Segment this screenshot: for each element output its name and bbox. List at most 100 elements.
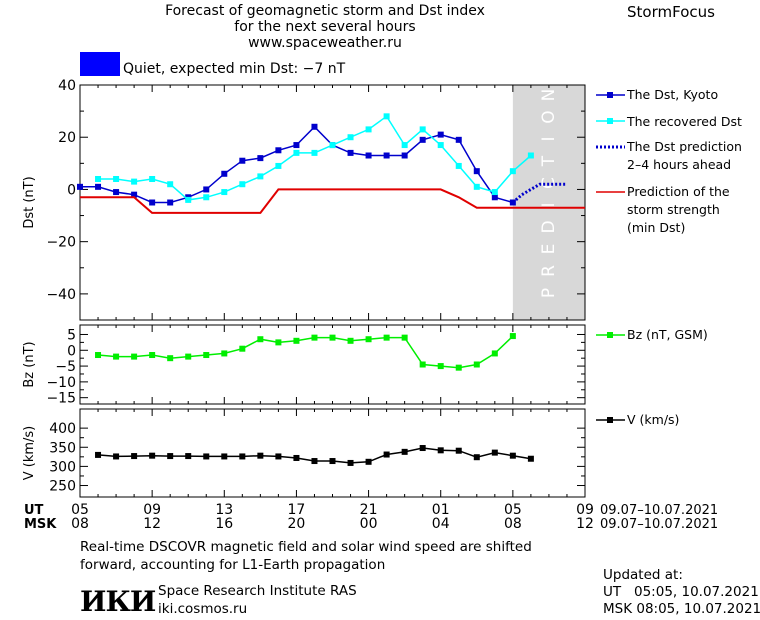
- data-point-bz: [419, 361, 426, 368]
- panel-frame: [79, 408, 586, 498]
- data-point-v: [239, 453, 246, 460]
- ut-tick-label: 01: [432, 502, 450, 518]
- msk-axis-label: MSK: [24, 517, 57, 532]
- data-point-dst_kyoto: [401, 152, 408, 159]
- y-axis-label: Bz (nT): [22, 341, 37, 387]
- ut-tick-label: 05: [71, 502, 89, 518]
- y-tick-label: 300: [49, 459, 76, 475]
- ut-date-range: 09.07–10.07.2021: [600, 503, 718, 518]
- data-point-v: [437, 447, 444, 454]
- ut-tick-label: 21: [360, 502, 378, 518]
- ut-tick-label: 09: [143, 502, 161, 518]
- data-point-dst_kyoto: [167, 199, 174, 206]
- data-point-dst_recovered: [401, 142, 408, 149]
- prediction-label-letter: N: [539, 89, 559, 102]
- data-point-dst_kyoto: [293, 142, 300, 149]
- series-line-dst_prediction: [511, 182, 567, 204]
- msk-tick-label: 04: [432, 516, 450, 532]
- msk-tick-label: 12: [143, 516, 161, 532]
- y-tick-label: 0: [67, 182, 76, 198]
- legend-v: V (km/s): [627, 412, 680, 427]
- data-point-dst_kyoto: [509, 199, 516, 206]
- data-point-v: [365, 458, 372, 465]
- data-point-v: [221, 453, 228, 460]
- y-tick-label: 350: [49, 440, 76, 456]
- data-point-dst_recovered: [437, 142, 444, 149]
- data-point-v: [491, 449, 498, 456]
- data-point-dst_recovered: [419, 126, 426, 133]
- data-point-dst_kyoto: [203, 186, 210, 193]
- data-point-bz: [491, 350, 498, 357]
- prediction-label-letter: D: [539, 220, 559, 233]
- prediction-label-letter: P: [539, 288, 559, 298]
- chart-title-url[interactable]: www.spaceweather.ru: [248, 35, 402, 51]
- y-tick-label: 5: [67, 327, 76, 343]
- data-point-bz: [149, 352, 156, 359]
- data-point-bz: [113, 353, 120, 360]
- updated-msk: MSK 08:05, 10.07.2021: [603, 601, 760, 617]
- y-tick-label: 40: [58, 78, 76, 94]
- prediction-label-letter: R: [539, 265, 559, 277]
- data-point-v: [293, 454, 300, 461]
- legend-storm-strength-line-3: (min Dst): [627, 220, 686, 235]
- data-point-dst_recovered: [455, 162, 462, 169]
- data-point-bz: [239, 345, 246, 352]
- data-point-v: [149, 452, 156, 459]
- data-point-dst_recovered: [185, 196, 192, 203]
- data-point-v: [329, 458, 336, 465]
- updated-label: Updated at:: [603, 567, 683, 583]
- data-point-dst_kyoto: [347, 149, 354, 156]
- data-point-dst_recovered: [131, 178, 138, 185]
- data-point-v: [203, 453, 210, 460]
- data-point-bz: [275, 339, 282, 346]
- iki-logo: ИКИ: [80, 585, 156, 618]
- data-point-dst_kyoto: [275, 147, 282, 154]
- institute-name: Space Research Institute RAS: [158, 583, 357, 599]
- footer-note-line-2: forward, accounting for L1-Earth propaga…: [80, 557, 386, 573]
- data-point-dst_kyoto: [491, 194, 498, 201]
- msk-tick-label: 08: [71, 516, 89, 532]
- data-point-bz: [185, 353, 192, 360]
- data-point-dst_recovered: [365, 126, 372, 133]
- data-point-dst_recovered: [275, 162, 282, 169]
- data-point-dst_kyoto: [239, 157, 246, 164]
- ut-axis-label: UT: [24, 503, 44, 518]
- data-point-dst_recovered: [473, 183, 480, 190]
- data-point-v: [95, 451, 102, 458]
- ut-tick-label: 13: [215, 502, 233, 518]
- data-point-v: [383, 451, 390, 458]
- data-point-dst_kyoto: [437, 131, 444, 138]
- data-point-dst_kyoto: [149, 199, 156, 206]
- data-point-dst_kyoto: [419, 136, 426, 143]
- data-point-bz: [401, 334, 408, 341]
- y-tick-label: 0: [67, 343, 76, 359]
- prediction-label-letter: T: [539, 155, 559, 167]
- updated-ut: UT 05:05, 10.07.2021: [603, 584, 759, 600]
- data-point-v: [113, 453, 120, 460]
- data-point-v: [509, 452, 516, 459]
- prediction-label-letter: O: [539, 110, 559, 123]
- institute-site-link[interactable]: iki.cosmos.ru: [158, 601, 248, 617]
- brand-name: StormFocus: [627, 3, 715, 21]
- data-point-dst_recovered: [239, 181, 246, 188]
- data-point-bz: [509, 333, 516, 340]
- data-point-dst_recovered: [311, 149, 318, 156]
- y-tick-label: −40: [46, 287, 76, 303]
- data-point-bz: [257, 336, 264, 343]
- data-point-v: [527, 455, 534, 462]
- msk-date-range: 09.07–10.07.2021: [600, 517, 718, 532]
- data-point-v: [455, 447, 462, 454]
- data-point-dst_recovered: [329, 142, 336, 149]
- data-point-v: [401, 448, 408, 455]
- y-axis-label: V (km/s): [22, 426, 37, 481]
- legend-swatch-bz-marker: [607, 332, 613, 338]
- data-point-bz: [347, 337, 354, 344]
- data-point-bz: [365, 336, 372, 343]
- chart-title-line-1: Forecast of geomagnetic storm and Dst in…: [165, 3, 485, 19]
- data-point-dst_recovered: [149, 176, 156, 182]
- data-point-v: [275, 453, 282, 460]
- data-point-bz: [329, 334, 336, 341]
- legend-dst-prediction-line-1: The Dst prediction: [627, 139, 742, 154]
- data-point-dst_recovered: [347, 134, 354, 141]
